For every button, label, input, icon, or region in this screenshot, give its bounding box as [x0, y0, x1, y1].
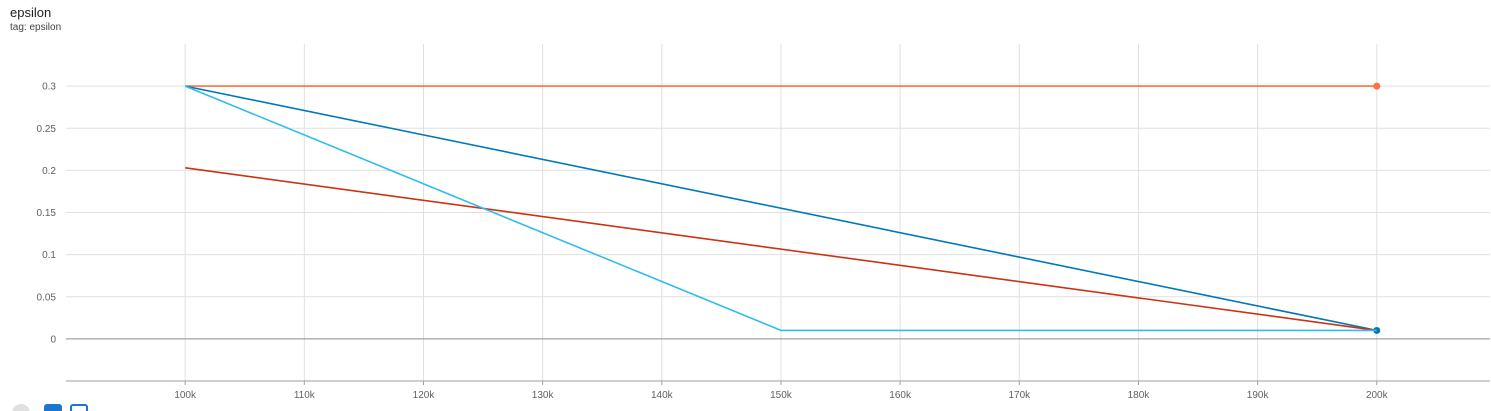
- x-tick-label: 190k: [1247, 390, 1270, 401]
- x-tick-label: 150k: [770, 390, 793, 401]
- x-tick-label: 140k: [651, 390, 674, 401]
- y-tick-label: 0.2: [42, 166, 56, 177]
- series-line: [185, 85, 1377, 332]
- chart-tag: tag: epsilon: [10, 22, 62, 33]
- x-tick-label: 120k: [413, 390, 436, 401]
- fullscreen-icon[interactable]: [12, 404, 30, 411]
- chart-title: epsilon: [10, 5, 52, 20]
- x-tick-label: 130k: [532, 390, 555, 401]
- fit-domain-icon[interactable]: [70, 404, 88, 411]
- x-tick-label: 110k: [294, 390, 316, 401]
- series-end-point: [1373, 82, 1381, 90]
- x-tick-label: 160k: [889, 390, 912, 401]
- chart-toolbar: [12, 402, 102, 411]
- series-line: [184, 85, 1377, 332]
- x-tick-label: 100k: [174, 390, 197, 401]
- y-tick-label: 0: [50, 334, 56, 345]
- y-tick-label: 0.1: [42, 250, 56, 261]
- series-line: [185, 167, 1377, 332]
- data-table-icon[interactable]: [44, 404, 62, 411]
- x-tick-label: 200k: [1366, 390, 1389, 401]
- y-tick-label: 0.15: [37, 208, 57, 219]
- y-tick-label: 0.05: [37, 292, 57, 303]
- y-tick-label: 0.25: [37, 124, 57, 135]
- x-tick-label: 170k: [1008, 390, 1031, 401]
- x-tick-label: 180k: [1128, 390, 1151, 401]
- y-tick-label: 0.3: [42, 82, 56, 93]
